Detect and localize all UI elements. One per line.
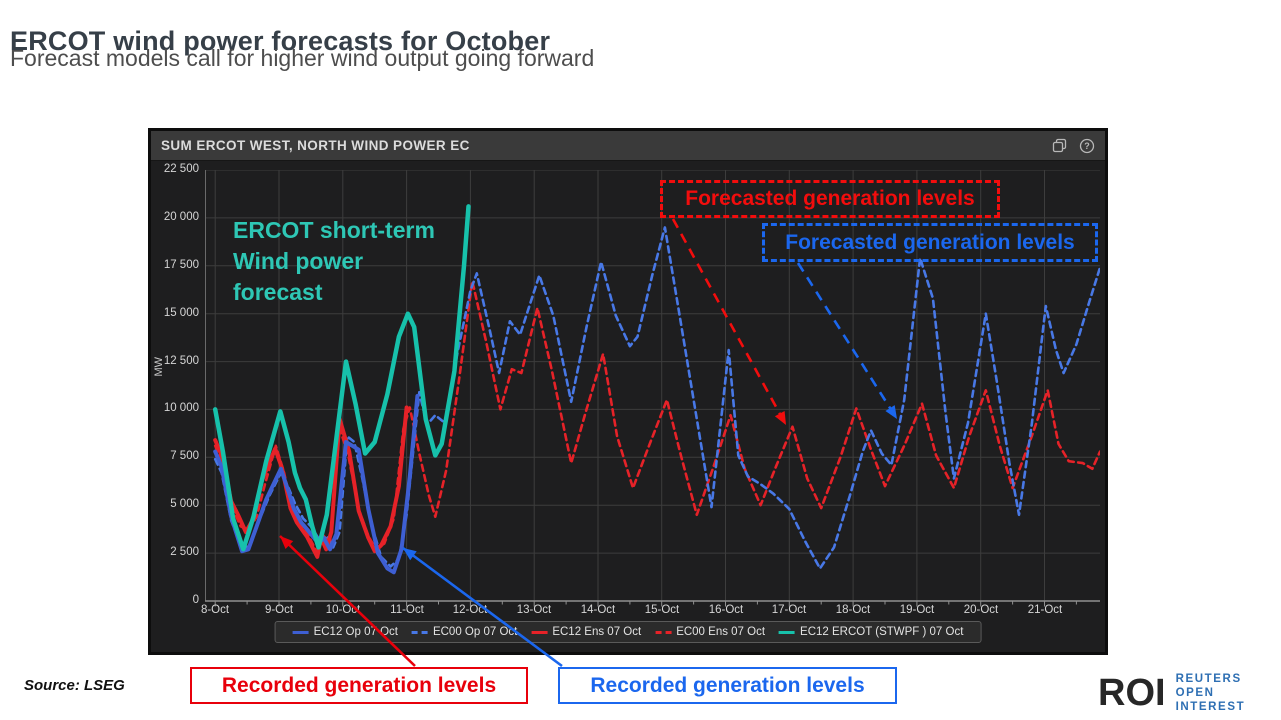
- legend-label: EC12 ERCOT (STWPF ) 07 Oct: [800, 626, 964, 638]
- roi-logo: ROI REUTERS OPEN INTEREST: [1098, 672, 1281, 714]
- duplicate-icon[interactable]: [1052, 138, 1067, 153]
- x-tick-label: 21-Oct: [1027, 604, 1063, 616]
- x-tick-label: 17-Oct: [771, 604, 807, 616]
- legend-label: EC12 Op 07 Oct: [313, 626, 398, 638]
- chart-panel-header: SUM ERCOT WEST, NORTH WIND POWER EC ?: [151, 131, 1105, 161]
- x-tick-label: 13-Oct: [516, 604, 552, 616]
- legend-item-3[interactable]: EC12 Ens 07 Oct: [531, 626, 641, 638]
- x-tick-label: 14-Oct: [580, 604, 616, 616]
- recorded-blue-callout: Recorded generation levels: [558, 667, 897, 704]
- x-tick-label: 20-Oct: [963, 604, 999, 616]
- x-tick-label: 12-Oct: [452, 604, 488, 616]
- x-tick-label: 8-Oct: [200, 604, 230, 616]
- source-credit: Source: LSEG: [24, 677, 125, 694]
- legend-item-4[interactable]: EC00 Ens 07 Oct: [655, 626, 765, 638]
- y-axis-tick-labels: 0 2 500 5 000 7 500 10 000 12 500 15 000 17 500…: [151, 163, 199, 606]
- legend-label: EC00 Ens 07 Oct: [676, 626, 766, 638]
- series-EC00-Ens-07-Oct: [213, 279, 1100, 555]
- x-tick-label: 10-Oct: [325, 604, 361, 616]
- page-subtitle: Forecast models call for higher wind out…: [10, 45, 595, 71]
- series-EC12-ERCOT-STWPF-07-Oct: [212, 204, 471, 552]
- legend-item-2[interactable]: EC00 Op 07 Oct: [411, 626, 518, 638]
- legend-label: EC12 Ens 07 Oct: [552, 626, 642, 638]
- legend-swatch: [292, 630, 309, 634]
- legend-swatch: [411, 630, 428, 634]
- teal-forecast-note: ERCOT short-term Wind power forecast: [233, 217, 435, 305]
- legend-label: EC00 Op 07 Oct: [432, 626, 518, 638]
- x-tick-label: 16-Oct: [708, 604, 744, 616]
- y-tick-label: 7 500: [170, 450, 199, 462]
- y-tick-label: 15 000: [163, 307, 199, 319]
- x-tick-label: 11-Oct: [390, 604, 424, 616]
- page-title: ERCOT wind power forecasts for October: [10, 26, 551, 57]
- chart-legend: EC12 Op 07 Oct EC00 Op 07 Oct EC12 Ens 07 …: [274, 621, 982, 643]
- x-tick-label: 19-Oct: [899, 604, 935, 616]
- roi-logo-line1: REUTERS OPEN: [1175, 673, 1242, 699]
- y-tick-label: 20 000: [163, 211, 199, 223]
- forecast-blue-callout: Forecasted generation levels: [762, 223, 1098, 262]
- y-tick-label: 2 500: [170, 546, 199, 558]
- legend-item-5[interactable]: EC12 ERCOT (STWPF ) 07 Oct: [779, 626, 963, 638]
- roi-logo-line2: INTEREST: [1175, 701, 1246, 713]
- y-tick-label: 0: [192, 594, 199, 606]
- legend-item-1[interactable]: EC12 Op 07 Oct: [292, 626, 398, 638]
- x-tick-label: 15-Oct: [644, 604, 680, 616]
- y-tick-label: 12 500: [163, 355, 199, 367]
- y-axis-title: MW: [153, 357, 165, 377]
- recorded-red-callout: Recorded generation levels: [190, 667, 528, 704]
- legend-swatch: [655, 630, 672, 634]
- chart-panel-title: SUM ERCOT WEST, NORTH WIND POWER EC: [161, 138, 470, 153]
- legend-swatch: [531, 630, 548, 634]
- help-icon[interactable]: ?: [1079, 138, 1095, 154]
- x-tick-label: 18-Oct: [835, 604, 871, 616]
- forecast-red-callout: Forecasted generation levels: [660, 180, 1000, 218]
- roi-logo-mark: ROI: [1098, 672, 1166, 714]
- svg-text:?: ?: [1084, 141, 1090, 151]
- y-tick-label: 17 500: [163, 259, 199, 271]
- x-tick-label: 9-Oct: [264, 604, 294, 616]
- y-tick-label: 5 000: [170, 498, 199, 510]
- x-axis-tick-labels: 8-Oct 9-Oct 10-Oct 11-Oct 12-Oct 13-Oct 14-Oct…: [201, 604, 1100, 620]
- y-tick-label: 22 500: [163, 163, 199, 175]
- legend-swatch: [779, 630, 796, 634]
- y-tick-label: 10 000: [163, 402, 199, 414]
